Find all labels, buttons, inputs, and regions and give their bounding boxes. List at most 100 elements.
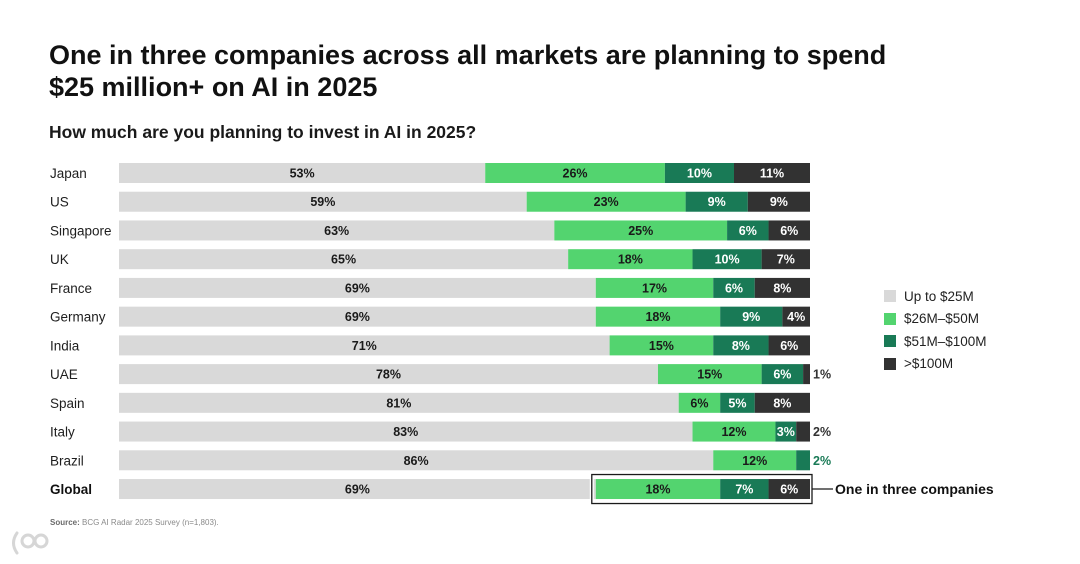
value-label-germany-up-to-25m: 69% [345,310,370,324]
category-label-brazil: Brazil [50,453,84,468]
bar-brazil-up-to-25m [119,450,714,471]
bar-italy-51m-100m [775,421,797,442]
value-label-france-51m-100m: 6% [725,281,743,295]
highlight-callout: One in three companies [589,472,994,506]
value-label-italy-100m: 2% [813,425,831,439]
category-label-spain: Spain [50,396,85,411]
bar-italy-26m-50m [692,421,776,442]
value-label-uae-up-to-25m: 78% [376,368,401,382]
bar-row-global: Global 69% 18% 7% 6% [50,479,810,500]
legend-item-26m-50m: $26M–$50M [884,308,987,331]
bar-germany-100m [782,306,810,327]
value-label-japan-100m: 11% [760,167,784,181]
bar-global-up-to-25m [119,479,596,500]
value-label-india-100m: 6% [780,339,798,353]
bar-uae-up-to-25m [119,364,658,385]
legend-label-over-100m: >$100M [904,356,954,372]
bar-france-26m-50m [595,277,714,298]
legend-label-up-to-25m: Up to $25M [904,288,974,304]
value-label-germany-51m-100m: 9% [742,310,760,324]
watermark-logo-icon [12,531,49,555]
category-label-uk: UK [50,252,69,267]
value-label-italy-26m-50m: 12% [721,425,746,439]
value-label-uk-100m: 7% [777,253,795,267]
legend-item-over-100m: >$100M [884,353,987,376]
value-label-uk-51m-100m: 10% [715,253,740,267]
callout-label: One in three companies [835,481,994,497]
category-label-global: Global [50,482,92,497]
value-label-italy-up-to-25m: 83% [393,425,418,439]
bar-us-100m [747,191,810,212]
bar-uae-51m-100m [761,364,804,385]
legend-label-51m-100m: $51M–$100M [904,333,987,349]
bar-uae-26m-50m [657,364,762,385]
value-label-singapore-51m-100m: 6% [739,224,757,238]
bar-us-up-to-25m [119,191,527,212]
bar-row-france: France 69% 17% 6% 8% [50,277,810,298]
value-label-france-up-to-25m: 69% [345,281,370,295]
bar-row-uk: UK 65% 18% 10% 7% [50,249,810,270]
value-label-singapore-26m-50m: 25% [628,224,653,238]
value-label-france-100m: 8% [773,281,791,295]
value-label-global-100m: 6% [780,483,798,497]
bar-us-51m-100m [685,191,748,212]
bar-france-up-to-25m [119,277,596,298]
bar-france-51m-100m [713,277,755,298]
bar-india-up-to-25m [119,335,610,356]
bar-global-100m [768,479,810,500]
value-label-france-26m-50m: 17% [642,281,667,295]
value-label-india-26m-50m: 15% [649,339,674,353]
value-label-global-26m-50m: 18% [645,483,670,497]
value-label-spain-26m-50m: 6% [690,396,708,410]
bar-japan-100m [733,163,810,183]
bar-spain-up-to-25m [119,392,679,413]
bar-row-japan: Japan 53% 26% 10% 11% [50,163,810,183]
legend: Up to $25M $26M–$50M $51M–$100M >$100M [884,285,987,375]
value-label-spain-up-to-25m: 81% [386,396,411,410]
category-label-italy: Italy [50,425,75,440]
bar-uk-26m-50m [568,249,693,270]
value-label-india-up-to-25m: 71% [352,339,377,353]
chart-title: One in three companies across all market… [49,40,887,102]
value-label-singapore-100m: 6% [780,224,798,238]
bar-row-brazil: Brazil 86% 12% 2% [50,450,831,471]
value-label-us-100m: 9% [770,195,788,209]
bar-singapore-51m-100m [727,220,769,241]
value-label-germany-100m: 4% [787,310,805,324]
bar-italy-up-to-25m [119,421,693,442]
value-label-us-51m-100m: 9% [708,195,726,209]
bar-row-india: India 71% 15% 8% 6% [50,335,810,356]
bar-row-germany: Germany 69% 18% 9% 4% [50,306,810,327]
value-label-uk-up-to-25m: 65% [331,253,356,267]
legend-swatch-26m-50m [884,312,896,325]
bar-india-51m-100m [713,335,769,356]
value-label-singapore-up-to-25m: 63% [324,224,349,238]
bar-france-100m [754,277,810,298]
value-label-us-26m-50m: 23% [594,195,619,209]
value-label-brazil-26m-50m: 12% [742,454,767,468]
legend-swatch-over-100m [884,357,896,370]
category-label-uae: UAE [50,367,78,382]
bar-japan-26m-50m [485,163,665,183]
bar-row-italy: Italy 83% 12% 3% 2% [50,421,831,442]
value-label-uk-26m-50m: 18% [618,253,643,267]
category-label-japan: Japan [50,166,87,181]
bar-spain-100m [754,392,810,413]
bar-germany-up-to-25m [119,306,596,327]
legend-item-51m-100m: $51M–$100M [884,330,987,353]
value-label-spain-51m-100m: 5% [728,396,746,410]
source-label: Source: [50,518,80,527]
bar-global-26m-50m [595,479,721,500]
bar-row-spain: Spain 81% 6% 5% 8% [50,392,810,413]
bar-uk-100m [761,249,810,270]
bar-uk-up-to-25m [119,249,569,270]
bar-spain-26m-50m [678,392,721,413]
bar-us-26m-50m [526,191,686,212]
value-label-spain-100m: 8% [773,396,791,410]
legend-swatch-up-to-25m [884,290,896,303]
value-label-japan-26m-50m: 26% [563,167,588,181]
value-label-global-up-to-25m: 69% [345,483,370,497]
value-label-japan-up-to-25m: 53% [290,167,315,181]
bar-germany-26m-50m [595,306,721,327]
